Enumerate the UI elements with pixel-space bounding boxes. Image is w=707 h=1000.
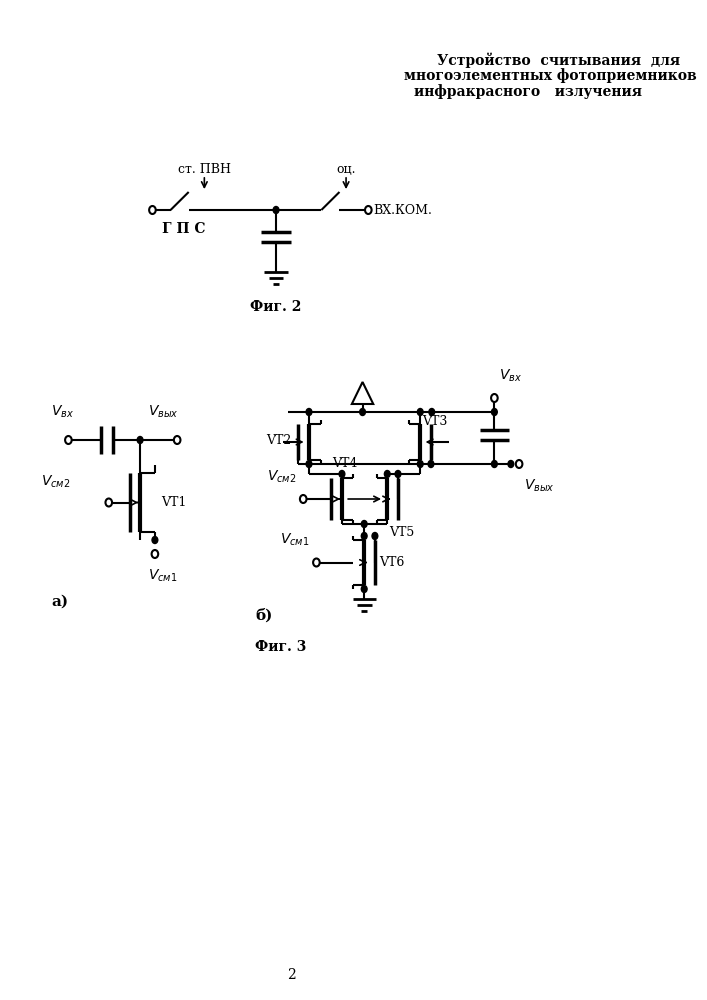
Circle shape (491, 408, 497, 416)
Text: $V_{вх}$: $V_{вх}$ (499, 368, 522, 384)
Text: Устройство  считывания  для: Устройство считывания для (437, 52, 680, 68)
Circle shape (365, 206, 372, 214)
Circle shape (152, 536, 158, 544)
Text: Фиг. 3: Фиг. 3 (255, 640, 307, 654)
Circle shape (508, 460, 514, 468)
Circle shape (516, 460, 522, 468)
Text: Г П С: Г П С (163, 222, 206, 236)
Circle shape (361, 520, 367, 528)
Circle shape (65, 436, 71, 444)
Circle shape (417, 460, 423, 468)
Text: а): а) (51, 595, 68, 609)
Circle shape (306, 408, 312, 416)
Circle shape (360, 408, 366, 416)
Text: $V_{выx}$: $V_{выx}$ (148, 404, 179, 420)
Circle shape (491, 460, 497, 468)
Circle shape (372, 532, 378, 540)
Circle shape (361, 585, 367, 592)
Text: $V_{см1}$: $V_{см1}$ (148, 568, 177, 584)
Text: Фиг. 2: Фиг. 2 (250, 300, 302, 314)
Circle shape (339, 471, 345, 478)
Circle shape (273, 207, 279, 214)
Circle shape (429, 408, 435, 416)
Text: $V_{выx}$: $V_{выx}$ (524, 478, 555, 494)
Text: многоэлементных фотоприемников: многоэлементных фотоприемников (404, 68, 696, 83)
Text: инфракрасного   излучения: инфракрасного излучения (414, 84, 642, 99)
Text: VT6: VT6 (379, 556, 404, 569)
Text: 2: 2 (287, 968, 296, 982)
Text: $V_{см2}$: $V_{см2}$ (41, 474, 71, 490)
Text: оц.: оц. (337, 163, 356, 176)
Text: $V_{см1}$: $V_{см1}$ (280, 532, 310, 548)
Text: ст. ПВН: ст. ПВН (178, 163, 231, 176)
Circle shape (137, 436, 143, 444)
Circle shape (417, 408, 423, 416)
Circle shape (174, 436, 180, 444)
Circle shape (361, 532, 367, 540)
Circle shape (306, 460, 312, 468)
Circle shape (149, 206, 156, 214)
Text: VT5: VT5 (389, 526, 414, 539)
Text: б): б) (255, 608, 273, 622)
Text: ВХ.КОМ.: ВХ.КОМ. (373, 204, 432, 217)
Text: VT4: VT4 (332, 457, 358, 470)
Text: VT3: VT3 (422, 415, 448, 428)
Circle shape (300, 495, 307, 503)
Circle shape (385, 471, 390, 478)
Circle shape (105, 498, 112, 506)
Circle shape (491, 394, 498, 402)
Circle shape (428, 460, 434, 468)
Text: $V_{вх}$: $V_{вх}$ (51, 404, 74, 420)
Circle shape (151, 550, 158, 558)
Text: VT2: VT2 (266, 434, 291, 446)
Circle shape (395, 471, 401, 478)
Circle shape (313, 558, 320, 566)
Text: $V_{см2}$: $V_{см2}$ (267, 469, 296, 485)
Text: VT1: VT1 (160, 496, 186, 509)
